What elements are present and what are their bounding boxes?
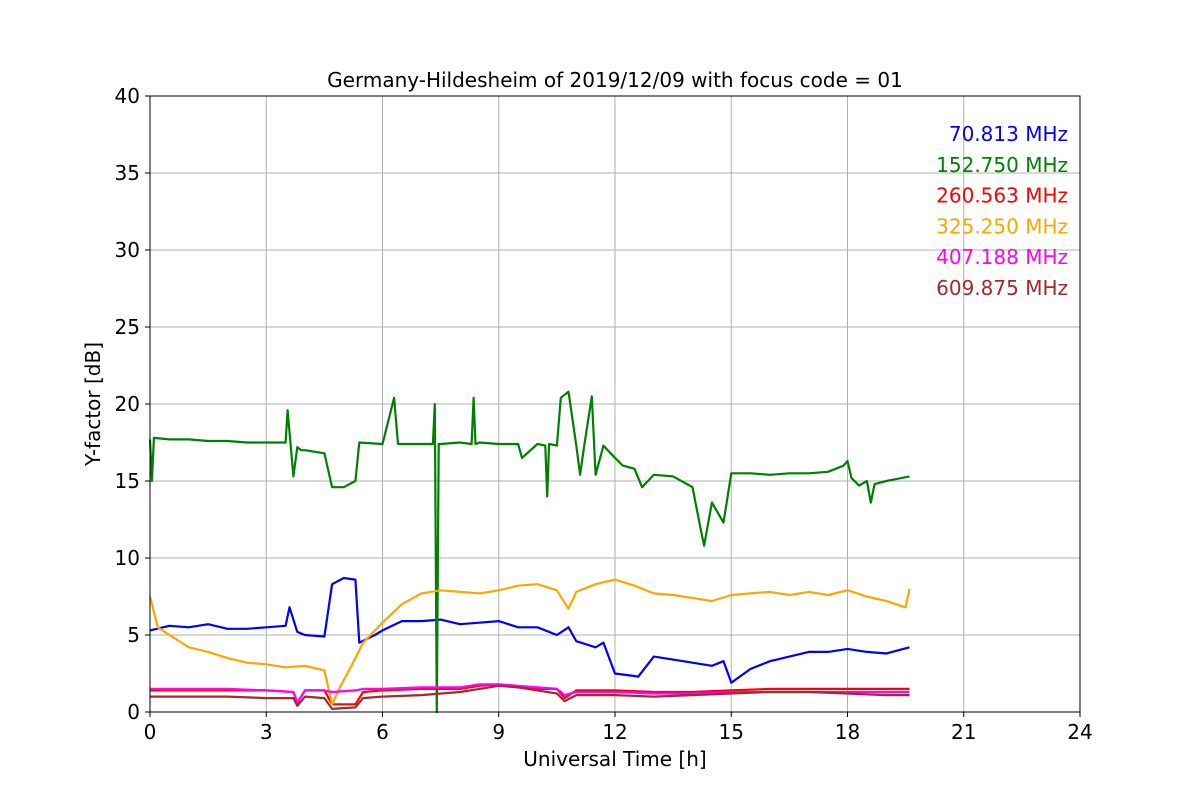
x-tick-label: 21 — [951, 720, 976, 744]
y-tick-label: 30 — [115, 238, 140, 262]
x-tick-label: 18 — [835, 720, 860, 744]
legend-entry: 260.563 MHz — [936, 184, 1068, 208]
series-line-6 — [150, 684, 910, 711]
y-tick-label: 25 — [115, 315, 140, 339]
y-tick-label: 5 — [127, 623, 140, 647]
x-tick-label: 12 — [602, 720, 627, 744]
series-line-4 — [148, 578, 911, 706]
x-tick-label: 6 — [376, 720, 389, 744]
y-axis-label: Y-factor [dB] — [81, 342, 105, 467]
legend-entry: 70.813 MHz — [949, 122, 1068, 146]
chart-title: Germany-Hildesheim of 2019/12/09 with fo… — [327, 68, 903, 92]
y-tick-label: 15 — [115, 469, 140, 493]
series-line-2 — [148, 390, 910, 714]
y-tick-label: 0 — [127, 700, 140, 724]
x-tick-label: 0 — [144, 720, 157, 744]
legend-entry: 325.250 MHz — [936, 214, 1068, 238]
y-tick-label: 35 — [115, 161, 140, 185]
series-line-5 — [150, 683, 910, 704]
x-tick-label: 3 — [260, 720, 273, 744]
series-lines — [148, 390, 911, 714]
y-tick-label: 40 — [115, 84, 140, 108]
series-line-1 — [149, 576, 910, 684]
y-tick-label: 20 — [115, 392, 140, 416]
legend-entry: 609.875 MHz — [936, 276, 1068, 300]
x-tick-label: 9 — [492, 720, 505, 744]
x-tick-label: 15 — [719, 720, 744, 744]
legend: 70.813 MHz 152.750 MHz 260.563 MHz 325.250 … — [936, 122, 1068, 300]
y-tick-label: 10 — [115, 546, 140, 570]
legend-entry: 152.750 MHz — [936, 153, 1068, 177]
x-axis-label: Universal Time [h] — [523, 747, 706, 771]
axis-ticks: 0 3 6 9 12 15 18 21 24 0 5 10 15 20 25 30 35 40 — [115, 84, 1093, 744]
legend-entry: 407.188 MHz — [936, 245, 1068, 269]
x-tick-label: 24 — [1067, 720, 1092, 744]
